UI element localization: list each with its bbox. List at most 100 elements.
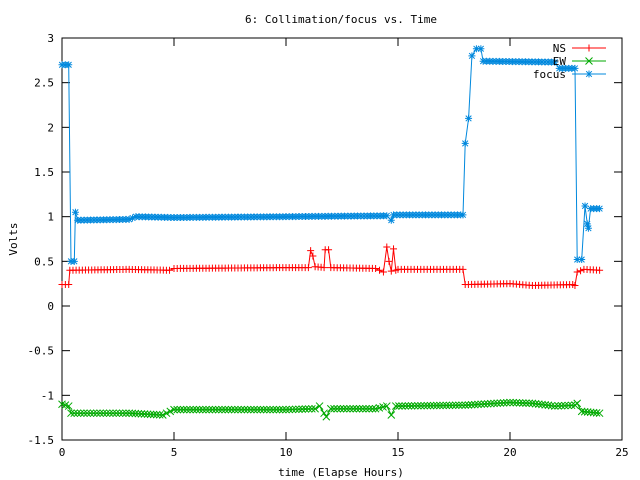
data-point (122, 409, 130, 418)
data-point (80, 409, 88, 418)
data-point (382, 402, 391, 410)
data-point (483, 399, 492, 408)
data-point (583, 220, 591, 228)
data-point (152, 410, 161, 419)
legend-marker (585, 57, 593, 65)
data-point (583, 408, 592, 416)
data-point (322, 412, 331, 421)
data-point (342, 404, 351, 413)
data-point (477, 400, 486, 409)
data-point (372, 264, 380, 272)
data-point (580, 407, 589, 416)
data-point (401, 402, 410, 410)
data-point (73, 409, 82, 418)
data-point (166, 266, 174, 274)
data-point (339, 404, 348, 413)
data-point (76, 409, 85, 418)
data-point (262, 405, 271, 414)
y-tick-label: 0 (47, 300, 54, 313)
data-point (65, 281, 73, 289)
data-point (240, 405, 249, 414)
data-point (461, 139, 469, 147)
data-point (436, 401, 444, 410)
data-point (128, 409, 137, 418)
data-point (202, 405, 210, 414)
series-line (62, 48, 600, 262)
data-point (176, 405, 185, 414)
data-point (459, 265, 467, 273)
data-point (304, 405, 313, 413)
data-point (595, 409, 604, 418)
y-tick-label: -0.5 (28, 345, 55, 358)
data-point (173, 405, 182, 414)
data-point (282, 405, 290, 414)
y-tick-label: 2 (47, 121, 54, 134)
data-point (458, 401, 466, 410)
data-point (298, 405, 307, 413)
data-point (315, 402, 324, 410)
data-point (275, 405, 284, 414)
data-point (320, 264, 328, 272)
data-point (502, 398, 511, 407)
data-point (439, 401, 447, 410)
data-point (102, 409, 111, 418)
data-point (272, 405, 281, 414)
data-point (414, 401, 422, 410)
data-point (455, 401, 463, 410)
data-point (477, 45, 485, 53)
data-point (564, 401, 573, 410)
data-point (205, 405, 214, 414)
data-point (581, 202, 589, 210)
x-tick-label: 5 (171, 446, 178, 459)
data-point (143, 410, 152, 419)
data-point (451, 401, 460, 410)
data-point (496, 399, 505, 407)
data-point (170, 405, 178, 414)
axis-ticks: -1.5 -1 -0.5 0 0.5 1 1.5 2 2.5 3 0 5 10 15 20 25 (28, 32, 629, 459)
data-point (71, 208, 79, 216)
data-point (166, 407, 175, 416)
data-point (465, 114, 473, 122)
data-point (578, 256, 586, 264)
x-tick-label: 10 (279, 446, 292, 459)
data-point (256, 405, 265, 414)
data-point (118, 409, 127, 418)
data-point (266, 405, 274, 414)
x-tick-label: 20 (503, 446, 516, 459)
data-point (182, 405, 191, 414)
data-point (571, 64, 579, 72)
data-point (105, 409, 114, 418)
data-point (584, 224, 592, 232)
data-point (468, 52, 476, 60)
legend-marker (585, 44, 593, 52)
data-point (67, 409, 75, 418)
data-point (325, 246, 333, 254)
data-point (259, 405, 268, 414)
data-point (129, 214, 137, 222)
y-axis-label: Volts (7, 222, 20, 255)
data-point (158, 411, 167, 419)
data-point (308, 404, 316, 413)
data-point (407, 401, 416, 410)
data-point (571, 281, 579, 289)
data-point (499, 399, 508, 407)
legend-marker (585, 70, 593, 78)
data-point (227, 405, 236, 414)
data-point (470, 400, 479, 409)
series-ns (58, 243, 604, 289)
data-point (567, 401, 576, 410)
data-point (346, 404, 354, 413)
data-point (195, 405, 204, 414)
data-point (288, 405, 297, 414)
data-point (86, 409, 95, 418)
data-point (387, 411, 396, 419)
data-point (577, 407, 586, 416)
data-point (398, 402, 406, 410)
data-point (70, 257, 78, 265)
y-tick-label: 1 (47, 211, 54, 224)
data-point (309, 252, 317, 260)
data-point (432, 401, 441, 410)
data-point (137, 409, 146, 418)
data-point (376, 266, 384, 274)
data-point (330, 404, 338, 413)
